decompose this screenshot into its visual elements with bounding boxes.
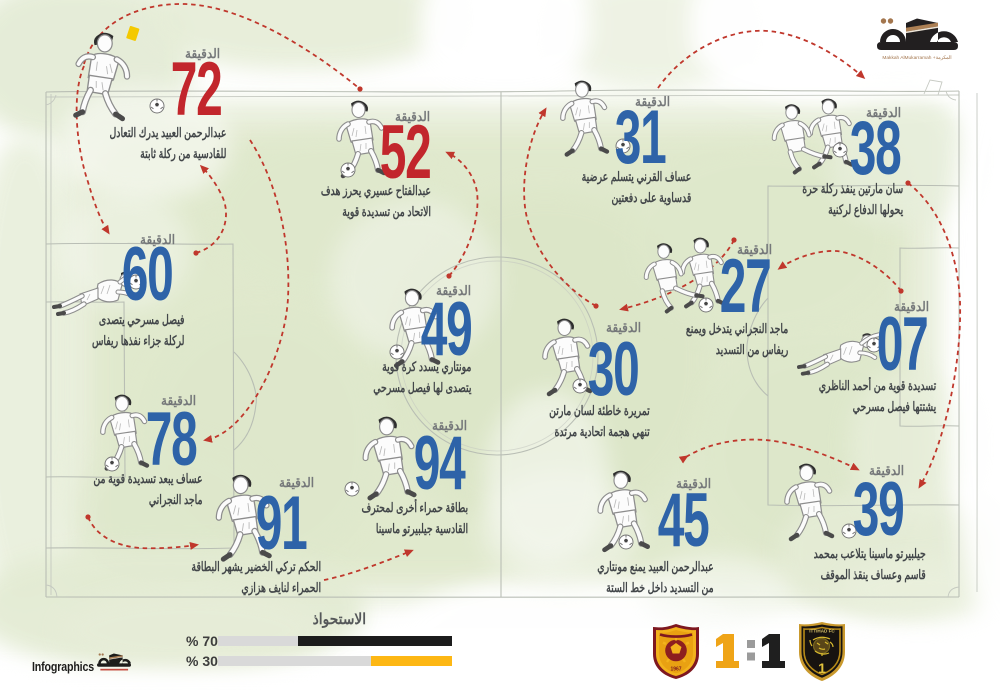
svg-text:ITTIHAD FC: ITTIHAD FC xyxy=(809,629,835,634)
svg-text:Makkah AlMukarramah +المكرمة: Makkah AlMukarramah +المكرمة xyxy=(882,55,951,61)
svg-text:1967: 1967 xyxy=(670,667,681,673)
svg-text:1: 1 xyxy=(818,660,826,676)
